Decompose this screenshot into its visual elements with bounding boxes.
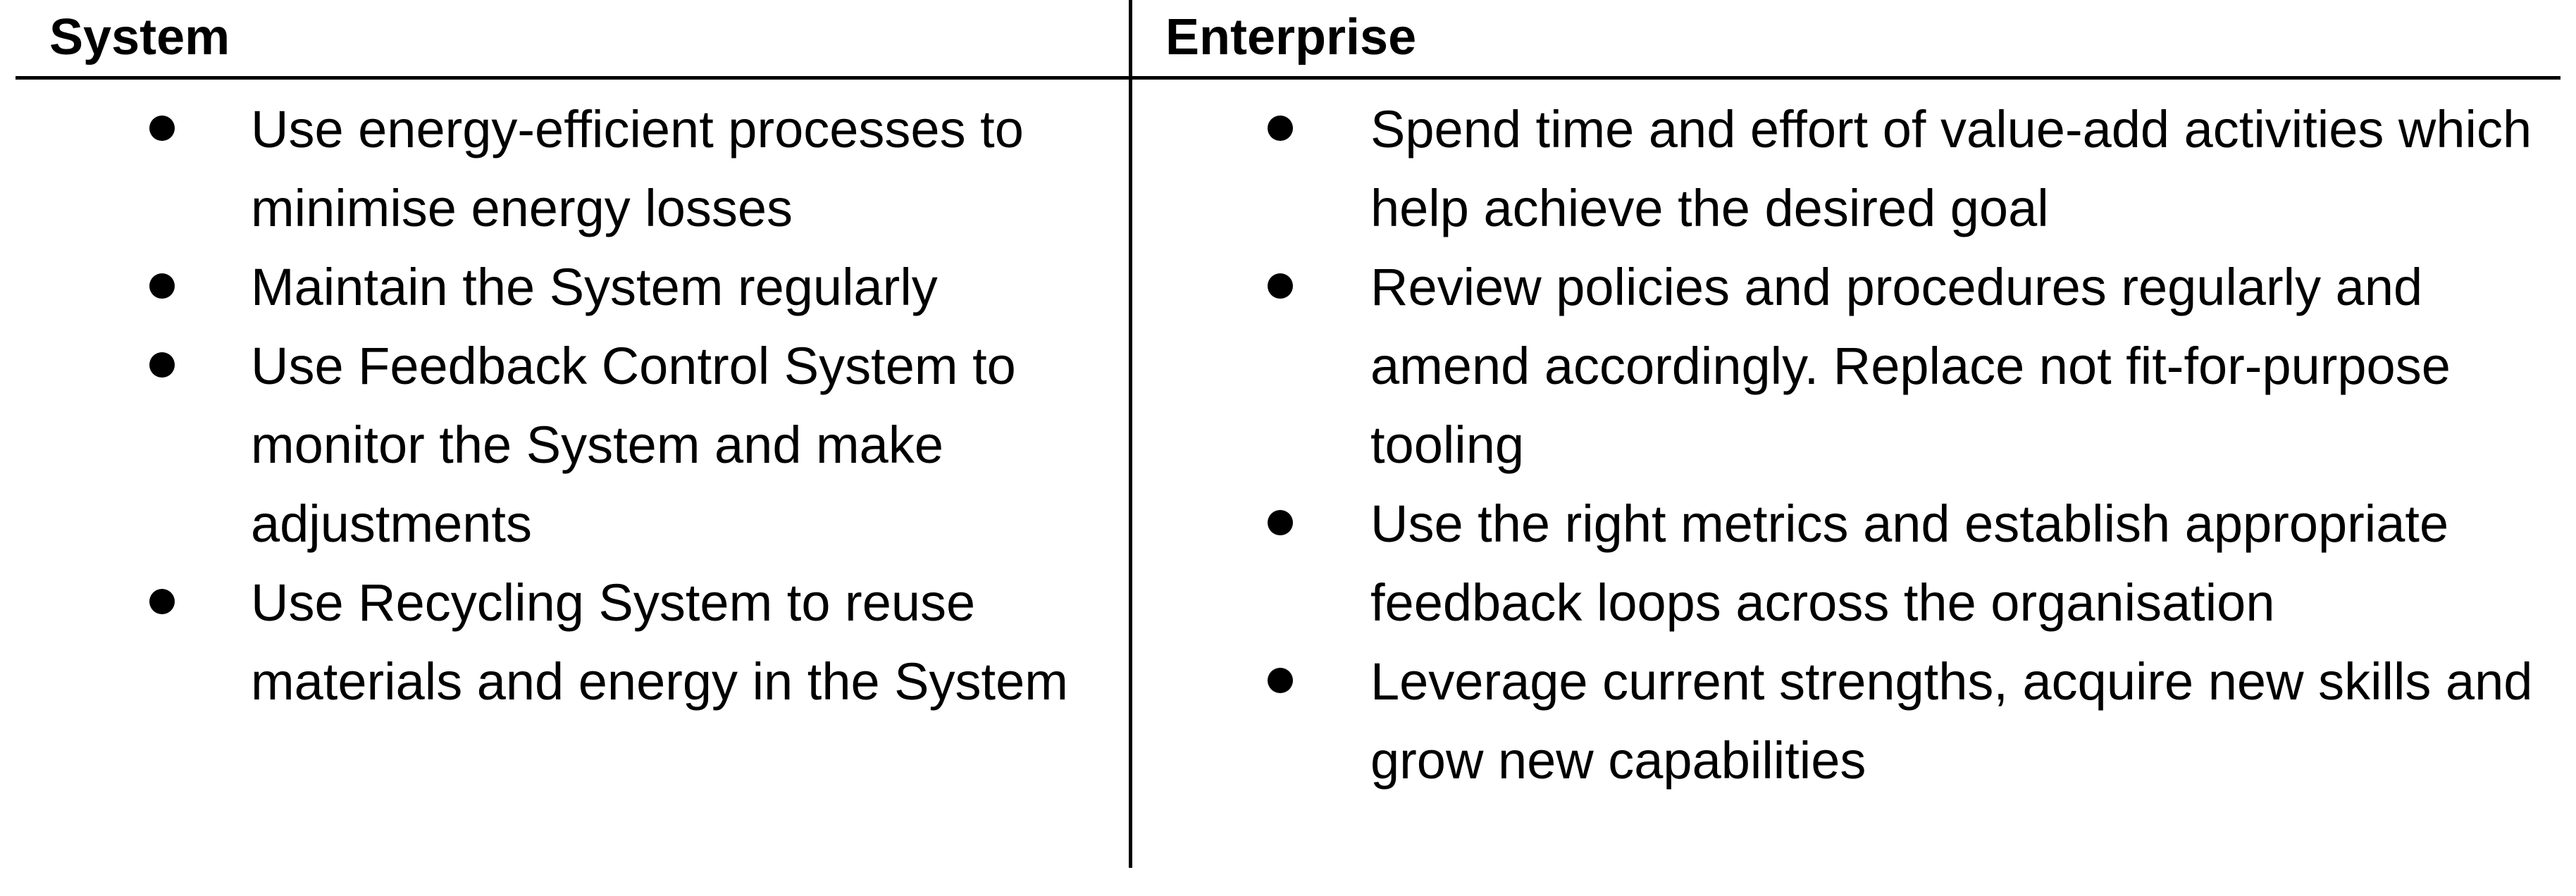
list-item: Spend time and effort of value-add activ…: [1132, 90, 2559, 248]
enterprise-bullet-list: Spend time and effort of value-add activ…: [1132, 90, 2559, 800]
list-item: Review policies and procedures regularly…: [1132, 248, 2559, 485]
list-item-text: Spend time and effort of value-add activ…: [1370, 100, 2532, 237]
bullet-dot-icon: [149, 273, 175, 299]
list-item: Leverage current strengths, acquire new …: [1132, 642, 2559, 800]
bullet-dot-icon: [149, 116, 175, 141]
list-item-text: Use the right metrics and establish appr…: [1370, 494, 2449, 632]
system-bullet-list: Use energy-efficient processes to minimi…: [16, 90, 1115, 721]
list-item-text: Review policies and procedures regularly…: [1370, 258, 2451, 474]
bullet-dot-icon: [149, 352, 175, 378]
bullet-dot-icon: [1268, 116, 1293, 141]
list-item-text: Use Feedback Control System to monitor t…: [251, 337, 1016, 553]
list-item-text: Leverage current strengths, acquire new …: [1370, 652, 2533, 790]
system-column: Use energy-efficient processes to minimi…: [16, 90, 1115, 721]
bullet-dot-icon: [1268, 273, 1293, 299]
comparison-table: System Enterprise Use energy-efficient p…: [16, 0, 2560, 868]
list-item: Maintain the System regularly: [16, 248, 1115, 327]
bullet-dot-icon: [149, 589, 175, 614]
header-system: System: [49, 9, 230, 66]
bullet-dot-icon: [1268, 510, 1293, 535]
bullet-dot-icon: [1268, 668, 1293, 693]
list-item-text: Use Recycling System to reuse materials …: [251, 573, 1068, 711]
list-item: Use Feedback Control System to monitor t…: [16, 327, 1115, 564]
list-item: Use Recycling System to reuse materials …: [16, 564, 1115, 721]
list-item: Use energy-efficient processes to minimi…: [16, 90, 1115, 248]
column-divider-line: [1129, 0, 1132, 868]
enterprise-column: Spend time and effort of value-add activ…: [1132, 90, 2559, 800]
list-item: Use the right metrics and establish appr…: [1132, 485, 2559, 642]
header-divider-line: [16, 76, 2560, 80]
list-item-text: Use energy-efficient processes to minimi…: [251, 100, 1024, 237]
list-item-text: Maintain the System regularly: [251, 258, 938, 316]
header-enterprise: Enterprise: [1165, 9, 1417, 66]
